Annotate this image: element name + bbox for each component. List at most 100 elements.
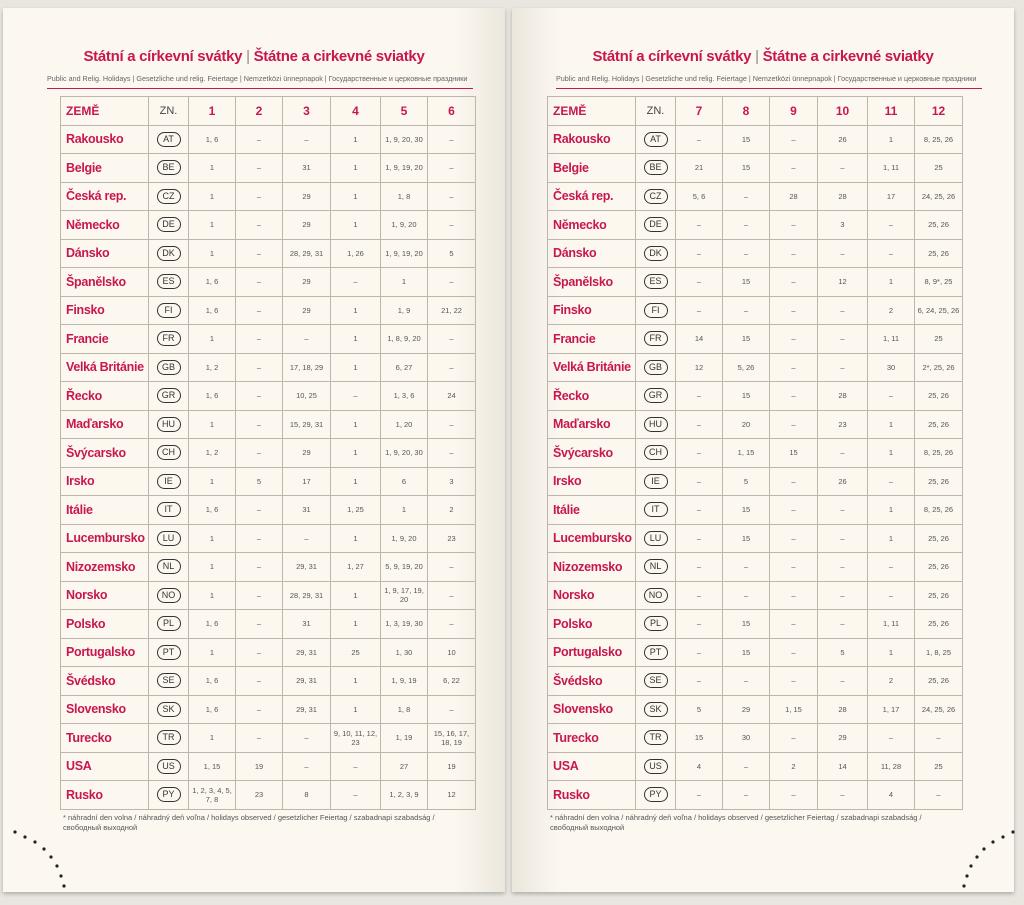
row: Slovensko SK 1, 6–29, 31 1 1, 8– [60,694,476,724]
country-code: NO [643,587,668,603]
header-cell: ZEMĚ [547,96,636,126]
country: Irsko [547,466,636,496]
holiday-days: – [769,523,818,553]
country-code: SK [156,701,181,717]
holiday-days: – [769,124,818,154]
holiday-days: 17, 18, 29 [282,352,331,382]
country-code: HU [156,416,181,432]
holiday-days: – [817,552,868,582]
country: Polsko [60,609,149,639]
holiday-days: 1, 26 [330,238,381,268]
holiday-days: 29, 31 [282,552,331,582]
holiday-days: 12 [427,780,476,810]
holiday-days: 15 [722,523,770,553]
country-code: GB [156,359,181,375]
holiday-days: 25, 26 [914,523,963,553]
holiday-days: 6 [380,466,428,496]
code-cell: IT [148,495,189,525]
country-code: PY [643,787,668,803]
holiday-days: 17 [867,181,915,211]
row: Německo DE 1–29 1 1, 9, 20– [60,210,476,240]
holiday-days: 1, 17 [867,694,915,724]
title-left: Státní a církevní svátky [83,48,243,65]
holiday-days: – [817,580,868,610]
holiday-days: 1, 9, 20, 30 [380,124,428,154]
header-cell: 5 [380,96,428,126]
country-code: AT [156,131,181,147]
holiday-days: 5 [427,238,476,268]
holiday-days: 1, 3, 19, 30 [380,609,428,639]
holiday-days: – [769,495,818,525]
row: Lucembursko LU –15– –1 25, 26 [547,523,963,553]
code-cell: DK [148,238,189,268]
code-cell: TR [635,723,676,753]
holiday-days: – [235,523,283,553]
holiday-days: 1, 19 [380,723,428,753]
holiday-days: – [235,295,283,325]
holiday-days: 1 [330,694,381,724]
code-cell: IE [635,466,676,496]
country-code: DE [643,217,668,233]
code-cell: BE [635,153,676,183]
holiday-days: 1, 27 [330,552,381,582]
holiday-days: – [769,238,818,268]
decoration [962,830,1015,888]
holiday-days: – [235,552,283,582]
country-code: DK [156,245,181,261]
country-code: CZ [643,188,668,204]
holiday-days: – [675,666,723,696]
holiday-days: – [427,438,476,468]
country-code: DK [643,245,668,261]
row: Irsko IE –5–26–25, 26 [547,466,963,496]
code-cell: SK [635,694,676,724]
separator: | [246,48,250,65]
country: Lucembursko [60,523,149,553]
holiday-days: 25, 26 [914,466,963,496]
country-code: CZ [156,188,181,204]
country: Nizozemsko [547,552,636,582]
footnote: * náhradní den volna / náhradný deň voľn… [550,813,922,832]
title-right: Štátne a cirkevné sviatky [762,48,934,65]
holiday-days: – [769,580,818,610]
holiday-days: 1 [188,523,236,553]
row: Turecko TR 1– –9, 10, 11, 12, 23 1, 19 15, 16… [60,723,476,753]
row: Řecko GR 1, 6–10, 25–1, 3, 6 24 [60,381,476,411]
row: Rusko PY 1, 2, 3, 4, 5, 7, 8 23 8–1, 2, 3, 9… [60,780,476,810]
row: Velká Británie GB 1, 2–17, 18, 29 1 6, 27– [60,352,476,382]
header-cell: 9 [769,96,818,126]
holiday-days: 1, 20 [380,409,428,439]
code-cell: LU [635,523,676,553]
country-code: PL [156,616,181,632]
holiday-days: 1 [330,666,381,696]
holiday-days: – [235,694,283,724]
holiday-days: 1 [867,124,915,154]
holiday-days: 25, 26 [914,210,963,240]
holiday-days: 1, 15 [188,751,236,781]
country: Polsko [547,609,636,639]
code-cell: AT [635,124,676,154]
page: Státní a církevní svátky | Štátne a cirk… [3,8,505,892]
holiday-days: – [769,552,818,582]
holiday-days: – [235,609,283,639]
holiday-days: 8, 9*, 25 [914,267,963,297]
holiday-days: 1 [188,238,236,268]
country: Německo [60,210,149,240]
holiday-days: 1, 6 [188,666,236,696]
holiday-days: – [235,723,283,753]
country-code: CH [643,445,668,461]
holiday-days: – [769,295,818,325]
country: USA [547,751,636,781]
holiday-days: 1, 9, 19, 20 [380,153,428,183]
country: Dánsko [547,238,636,268]
holiday-days: 1, 9, 20, 30 [380,438,428,468]
holiday-days: 25, 26 [914,609,963,639]
country: Švýcarsko [60,438,149,468]
country-code: DE [156,217,181,233]
holiday-days: – [722,238,770,268]
holiday-days: 24, 25, 26 [914,694,963,724]
holiday-days: 15 [722,609,770,639]
country-code: AT [643,131,668,147]
holiday-days: 1 [330,352,381,382]
country: Portugalsko [547,637,636,667]
code-cell: CH [635,438,676,468]
